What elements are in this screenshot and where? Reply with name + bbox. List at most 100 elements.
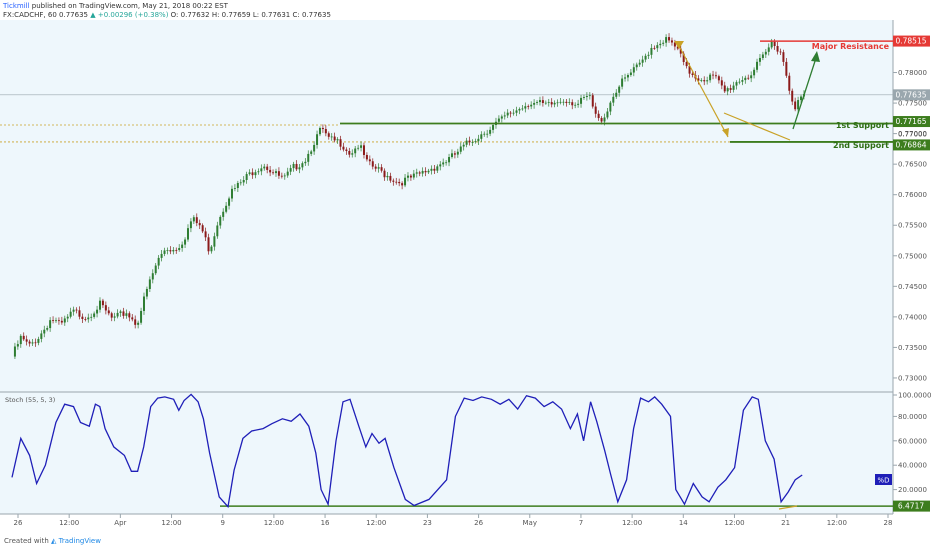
candle-body <box>556 102 559 104</box>
candle-body <box>351 153 354 155</box>
candle-body <box>248 172 251 175</box>
candle-body <box>515 110 518 113</box>
candle-body <box>767 47 770 52</box>
candle-body <box>738 81 741 83</box>
candle-body <box>298 167 301 170</box>
symbol-info: FX:CADCHF, 60 0.77635 ▲ +0.00296 (+0.38%… <box>3 11 331 19</box>
candle-body <box>40 333 43 339</box>
candle-body <box>122 311 125 316</box>
candle-body <box>665 37 668 43</box>
candle-body <box>638 62 641 65</box>
candle-body <box>518 108 521 111</box>
candle-body <box>60 320 63 323</box>
candle-body <box>477 138 480 142</box>
candle-body <box>52 320 55 321</box>
candle-body <box>571 102 574 106</box>
candle-body <box>213 236 216 247</box>
candle-body <box>380 167 383 171</box>
candle-body <box>582 97 585 98</box>
candle-body <box>530 104 533 107</box>
candle-body <box>641 59 644 63</box>
candle-body <box>685 62 688 67</box>
candle-body <box>761 54 764 58</box>
candle-body <box>342 146 345 150</box>
candle-body <box>600 118 603 122</box>
candle-body <box>327 133 330 137</box>
candle-body <box>28 341 31 344</box>
candle-body <box>125 313 128 316</box>
candle-body <box>697 78 700 81</box>
candle-body <box>269 169 272 173</box>
author-link[interactable]: Tickmill <box>3 2 30 10</box>
candle-body <box>541 100 544 104</box>
candle-body <box>497 118 500 122</box>
candle-body <box>406 175 409 178</box>
candle-body <box>313 144 316 152</box>
price-tick-label: 0.76000 <box>898 191 927 199</box>
candle-body <box>96 309 99 314</box>
candle-body <box>242 180 245 183</box>
candle-body <box>712 74 715 76</box>
time-tick-label: 12:00 <box>827 519 847 527</box>
major-resistance-label: Major Resistance <box>812 42 890 51</box>
tradingview-logo-icon: ◭ <box>51 537 57 545</box>
candle-body <box>647 54 650 56</box>
candle-body <box>615 92 618 97</box>
time-axis-ticks: 26 12:00 Apr 12:00 9 12:00 16 12:00 23 26 May 7 12:0… <box>14 514 892 527</box>
stoch-tick-label: 20.0000 <box>898 486 927 494</box>
candle-body <box>25 339 28 342</box>
candle-body <box>547 102 550 103</box>
candle-body <box>644 55 647 60</box>
ohlc-label: O: 0.77632 H: 0.77659 L: 0.77631 C: 0.77… <box>170 11 331 19</box>
candle-body <box>310 151 313 154</box>
candle-body <box>360 145 363 148</box>
candle-body <box>75 309 78 311</box>
time-tick-label: 21 <box>781 519 790 527</box>
candle-body <box>316 134 319 145</box>
candle-body <box>368 159 371 162</box>
candle-body <box>204 231 207 238</box>
projection-arrows <box>674 41 820 141</box>
candle-body <box>670 40 673 43</box>
candle-body <box>348 150 351 155</box>
candle-body <box>307 153 310 162</box>
candle-body <box>427 170 430 173</box>
stoch-pane-bg <box>0 392 932 514</box>
candle-body <box>524 106 527 109</box>
candle-body <box>629 72 632 75</box>
candle-body <box>618 86 621 93</box>
candle-body <box>377 167 380 169</box>
candle-body <box>110 313 113 318</box>
candle-body <box>395 181 398 183</box>
candle-body <box>609 102 612 112</box>
candle-body <box>292 163 295 169</box>
candle-body <box>392 180 395 182</box>
price-axis-bg <box>893 20 932 514</box>
candle-body <box>512 112 515 114</box>
candle-body <box>662 42 665 44</box>
support-2-label: 2nd Support <box>833 141 889 150</box>
candle-body <box>415 172 418 174</box>
candle-body <box>650 47 653 55</box>
candle-body <box>486 133 489 135</box>
candle-body <box>770 41 773 48</box>
candle-body <box>409 175 412 178</box>
stoch-title: Stoch (55, 5, 3) <box>5 396 55 404</box>
candle-body <box>207 237 210 252</box>
price-tag-support-2: 0.76864 <box>893 139 930 151</box>
price-tick-label: 0.73000 <box>898 374 927 382</box>
footer-brand[interactable]: TradingView <box>58 537 101 545</box>
candle-body <box>169 250 172 252</box>
time-tick-label: 12:00 <box>724 519 744 527</box>
candle-body <box>577 103 580 105</box>
candle-body <box>673 42 676 47</box>
candle-body <box>714 75 717 77</box>
stoch-axis-ticks: 100.0000 80.0000 60.0000 40.0000 20.0000 <box>893 392 931 494</box>
stoch-support-tag: 6.4717 <box>893 500 930 512</box>
candle-body <box>436 166 439 171</box>
candle-body <box>37 338 40 343</box>
candle-body <box>729 88 732 90</box>
candle-body <box>720 80 723 86</box>
projection-up-arrow <box>792 54 818 130</box>
